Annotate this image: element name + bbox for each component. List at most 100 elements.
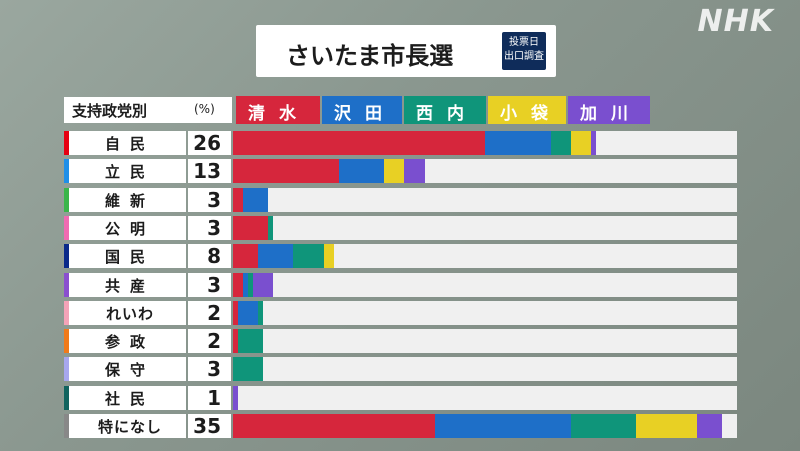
badge-line-2: 出口調査 [504,51,544,62]
party-color-stripe [64,301,69,325]
bar-segment-沢田 [434,414,571,438]
bar-segment-加川 [233,386,239,410]
party-name: 保守 [104,361,155,379]
legend-candidate-1: 清水 [236,96,320,124]
chart-title: さいたま市長選 [286,42,454,70]
bar-segment-加川 [253,273,274,297]
bar-segment-清水 [233,329,239,353]
legend-header: 支持政党別 (%) [64,97,232,123]
bar-segment-西内 [258,301,264,325]
bar-track [233,159,737,183]
legend-candidate-2: 沢田 [322,96,402,124]
bar-segment-西内 [293,244,324,268]
bar-segment-西内 [233,357,264,381]
row-label: れいわ [64,301,186,325]
bar-segment-沢田 [485,131,551,155]
row-label: 特になし [64,414,186,438]
bar-segment-小袋 [384,159,405,183]
bar-segment-沢田 [338,159,385,183]
bar-track [233,357,737,381]
party-color-stripe [64,386,69,410]
party-name: 国民 [104,248,155,266]
party-column-label: 支持政党別 [72,102,148,120]
bar-segment-西内 [268,216,274,240]
party-share-label: 3 [188,216,231,240]
party-color-stripe [64,414,69,438]
row-label: 参政 [64,329,186,353]
bar-segment-清水 [233,216,269,240]
bar-segment-西内 [248,273,254,297]
legend-candidate-4: 小袋 [488,96,566,124]
party-share-label: 2 [188,329,231,353]
row-label: 維新 [64,188,186,212]
bar-segment-加川 [590,131,596,155]
bar-segment-西内 [570,414,637,438]
bar-segment-西内 [550,131,571,155]
party-name: 社民 [104,390,155,408]
bar-segment-沢田 [243,273,249,297]
bar-segment-清水 [233,131,485,155]
row-label: 社民 [64,386,186,410]
bar-segment-西内 [238,329,264,353]
bar-track [233,131,737,155]
bar-segment-清水 [233,188,244,212]
bar-track [233,386,737,410]
party-name: 立民 [104,163,155,181]
party-share-label: 8 [188,244,231,268]
party-share-label: 2 [188,301,231,325]
legend-candidate-5: 加川 [568,96,650,124]
party-share-label: 3 [188,273,231,297]
party-color-stripe [64,216,69,240]
party-share-label: 13 [188,159,231,183]
bar-segment-小袋 [570,131,591,155]
party-name: 参政 [104,333,155,351]
row-label: 国民 [64,244,186,268]
party-name: 特になし [97,418,162,436]
row-label: 立民 [64,159,186,183]
legend-candidate-3: 西内 [404,96,486,124]
row-label: 公明 [64,216,186,240]
bar-segment-加川 [404,159,425,183]
badge-line-1: 投票日 [509,37,539,48]
exit-poll-badge: 投票日 出口調査 [502,32,546,70]
party-color-stripe [64,131,69,155]
party-share-label: 3 [188,188,231,212]
party-share-label: 3 [188,357,231,381]
nhk-logo: NHK [697,4,774,39]
party-name: れいわ [105,305,154,323]
party-color-stripe [64,159,69,183]
bar-track [233,301,737,325]
bar-segment-小袋 [323,244,334,268]
party-name: 自民 [104,135,155,153]
row-label: 保守 [64,357,186,381]
bar-segment-清水 [233,244,259,268]
bar-track [233,329,737,353]
bar-track [233,244,737,268]
party-name: 公明 [104,220,155,238]
party-color-stripe [64,329,69,353]
bar-segment-沢田 [243,188,269,212]
bar-segment-小袋 [636,414,697,438]
row-label: 共産 [64,273,186,297]
bar-track [233,273,737,297]
bar-track [233,216,737,240]
bar-segment-清水 [233,301,239,325]
party-name: 維新 [104,192,155,210]
row-label: 自民 [64,131,186,155]
bar-track [233,188,737,212]
party-share-label: 1 [188,386,231,410]
party-share-label: 35 [188,414,231,438]
bar-segment-清水 [233,159,339,183]
party-color-stripe [64,273,69,297]
bar-segment-加川 [696,414,722,438]
party-color-stripe [64,244,69,268]
bar-segment-沢田 [238,301,259,325]
bar-segment-沢田 [258,244,294,268]
unit-label: (%) [194,102,215,116]
title-box: さいたま市長選 投票日 出口調査 [256,25,556,77]
party-share-label: 26 [188,131,231,155]
bar-segment-清水 [233,273,244,297]
party-color-stripe [64,357,69,381]
party-name: 共産 [104,277,155,295]
bar-track [233,414,737,438]
